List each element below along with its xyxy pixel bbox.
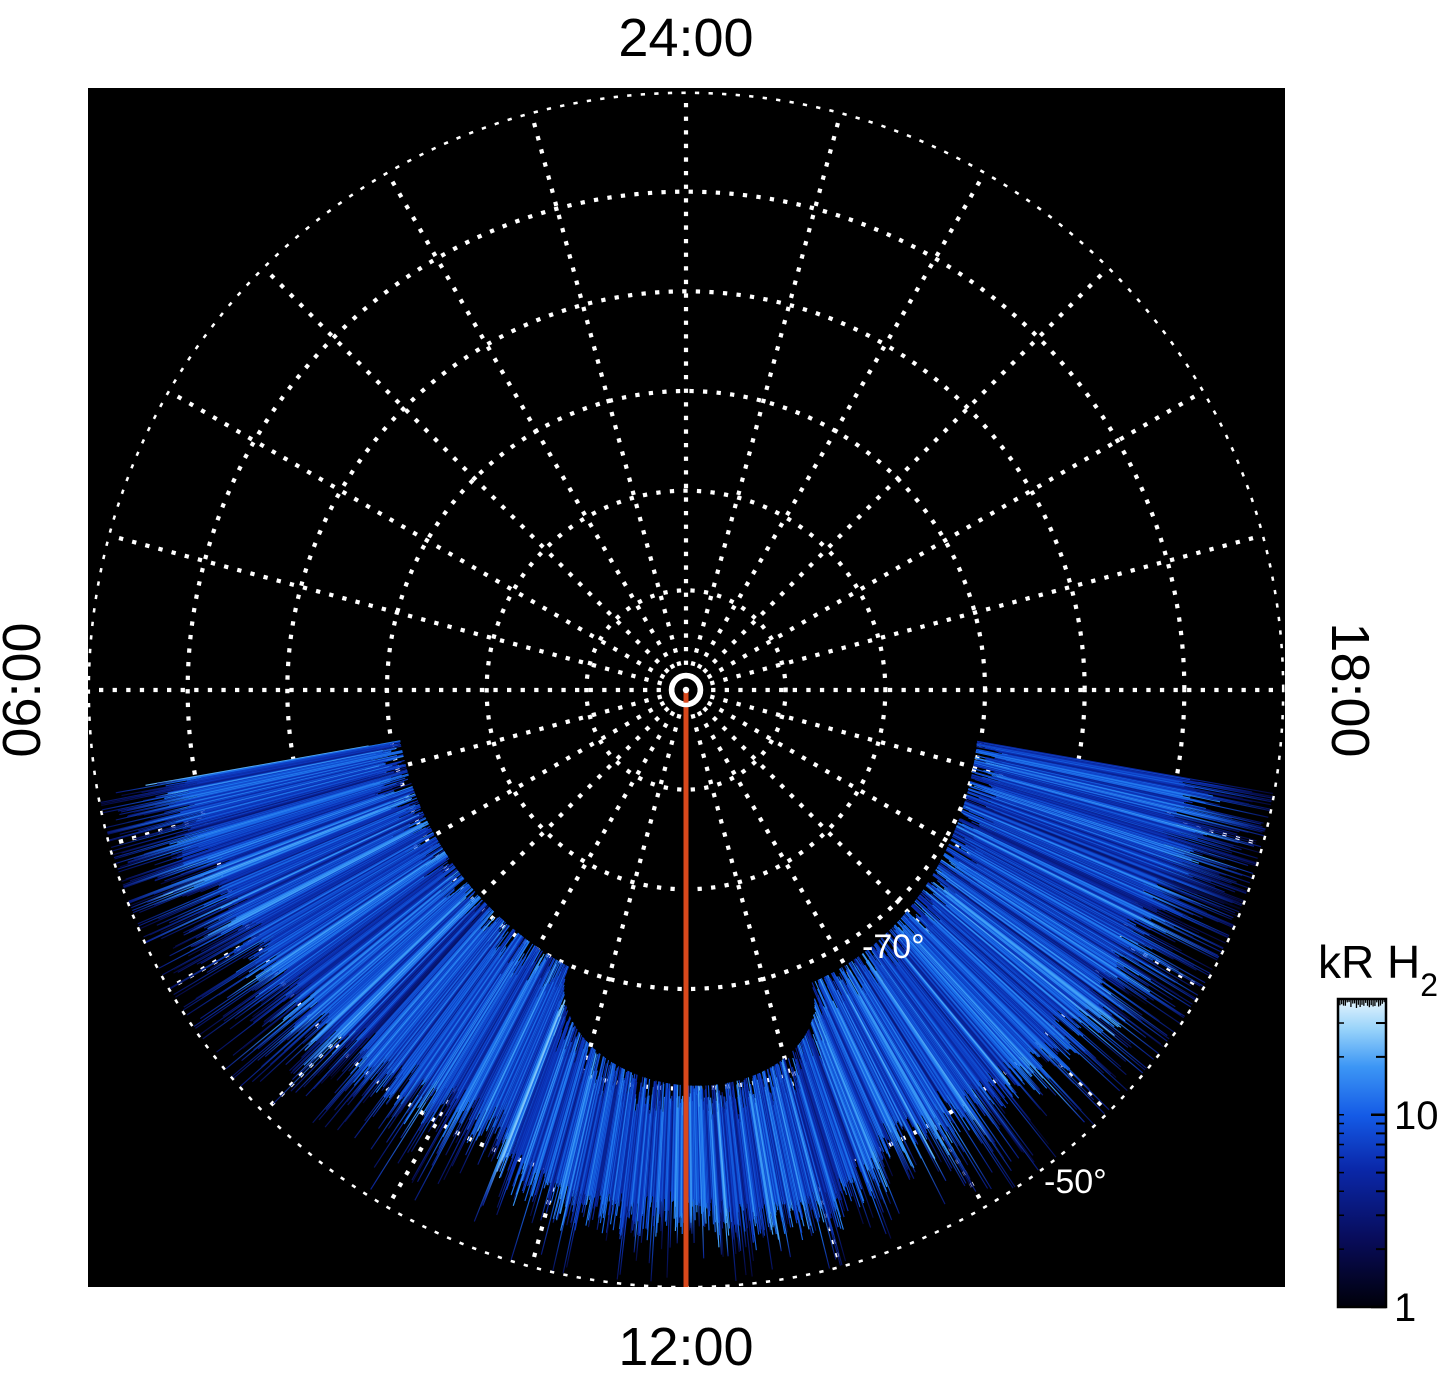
svg-text:12:00: 12:00 — [618, 1317, 753, 1377]
svg-text:-70°: -70° — [862, 928, 925, 966]
svg-text:10: 10 — [1394, 1094, 1439, 1138]
svg-text:kR H2: kR H2 — [1318, 936, 1438, 1003]
svg-text:-50°: -50° — [1044, 1163, 1107, 1201]
svg-text:1: 1 — [1394, 1286, 1416, 1330]
svg-text:24:00: 24:00 — [618, 8, 753, 68]
svg-text:18:00: 18:00 — [1320, 622, 1380, 757]
svg-text:06:00: 06:00 — [0, 622, 52, 757]
